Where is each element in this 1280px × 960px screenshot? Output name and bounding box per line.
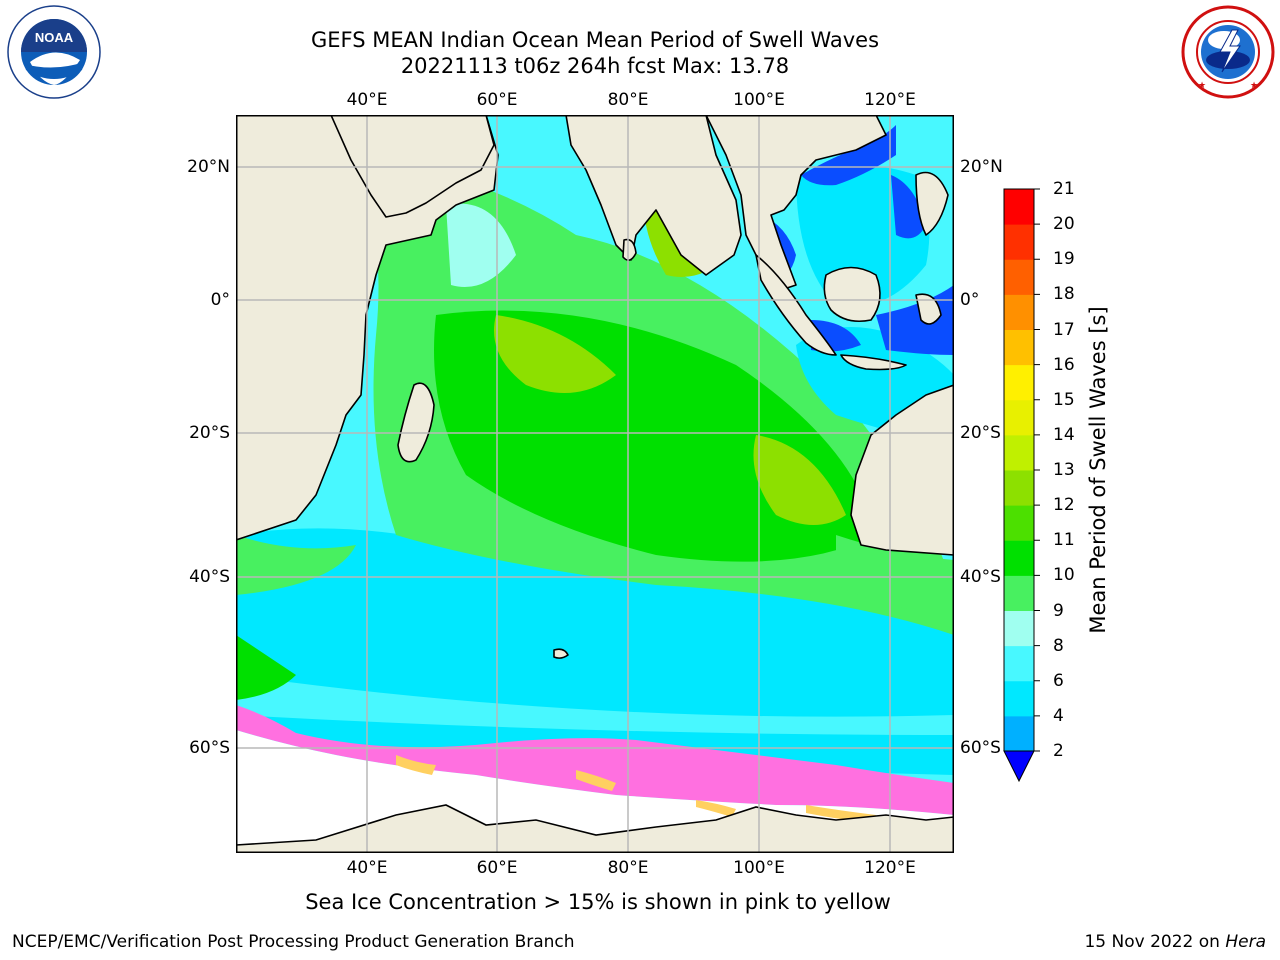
colorbar — [1003, 188, 1040, 783]
lon-tick-bottom: 100°E — [733, 858, 785, 878]
colorbar-bin — [1004, 610, 1034, 647]
sea-ice — [236, 705, 954, 853]
lon-tick-top: 40°E — [346, 90, 388, 110]
colorbar-bin — [1004, 294, 1034, 330]
lat-tick-left: 0° — [210, 290, 230, 310]
lat-tick-right: 0° — [960, 290, 980, 310]
colorbar-tick-label: 16 — [1053, 354, 1075, 375]
lat-tick-left: 20°N — [187, 157, 230, 177]
colorbar-bin — [1004, 434, 1034, 471]
colorbar-bin — [1004, 575, 1034, 611]
colorbar-bin — [1004, 259, 1034, 295]
lon-tick-bottom: 120°E — [864, 858, 916, 878]
colorbar-tick-label: 11 — [1053, 530, 1075, 551]
madagascar — [397, 382, 435, 463]
generation-date: 15 Nov 2022 on Hera — [1084, 932, 1266, 952]
lat-tick-right: 20°N — [960, 157, 1003, 177]
noaa-logo-text: NOAA — [35, 30, 74, 45]
india — [565, 115, 742, 276]
map-title: GEFS MEAN Indian Ocean Mean Period of Sw… — [310, 28, 880, 52]
lon-tick-top: 100°E — [733, 90, 785, 110]
sumatra — [755, 254, 837, 356]
lon-tick-bottom: 60°E — [476, 858, 518, 878]
lon-tick-top: 120°E — [864, 90, 916, 110]
lat-tick-right: 40°S — [960, 567, 1001, 587]
colorbar-bin — [1004, 224, 1034, 260]
colorbar-bin — [1004, 505, 1034, 541]
colorbar-tick-label: 2 — [1053, 741, 1064, 761]
lat-tick-right: 20°S — [960, 423, 1001, 443]
map-frame — [236, 115, 954, 853]
sri-lanka — [622, 238, 637, 261]
colorbar-tick-label: 9 — [1053, 600, 1064, 621]
colorbar-tick-label: 4 — [1053, 705, 1064, 726]
noaa-logo: NOAA — [7, 5, 101, 99]
colorbar-bin — [1004, 364, 1034, 401]
colorbar-tick-label: 18 — [1053, 284, 1075, 305]
lat-tick-right: 60°S — [960, 738, 1001, 758]
lon-tick-bottom: 80°E — [607, 858, 649, 878]
colorbar-tick-label: 10 — [1053, 565, 1075, 586]
colorbar-tick-label: 17 — [1053, 319, 1075, 340]
nws-logo: ★ ★ — [1181, 5, 1275, 99]
kerguelen — [553, 648, 569, 659]
colorbar-bin — [1004, 645, 1034, 682]
colorbar-tick-label: 20 — [1053, 214, 1075, 235]
svg-text:★: ★ — [1250, 81, 1258, 91]
colorbar-label: Mean Period of Swell Waves [s] — [1086, 306, 1110, 634]
machine-name: Hera — [1225, 932, 1266, 952]
colorbar-bin — [1004, 399, 1034, 436]
map-subtitle: 20221113 t06z 264h fcst Max: 13.78 — [400, 54, 790, 78]
southeast-asia — [705, 115, 887, 291]
sulawesi — [915, 293, 942, 325]
colorbar-tick-label: 12 — [1053, 495, 1075, 516]
lon-tick-top: 60°E — [476, 90, 518, 110]
lat-tick-left: 60°S — [189, 738, 230, 758]
colorbar-tick-label: 6 — [1053, 670, 1064, 691]
graticule — [236, 115, 954, 853]
colorbar-bin — [1004, 680, 1034, 717]
sea-ice-note: Sea Ice Concentration > 15% is shown in … — [305, 890, 891, 914]
philippines — [915, 171, 949, 236]
colorbar-bin — [1004, 715, 1034, 752]
colorbar-tick-label: 15 — [1053, 389, 1075, 410]
colorbar-extend-arrow — [1003, 750, 1035, 783]
colorbar-bin — [1004, 540, 1034, 576]
colorbar-tick-label: 14 — [1053, 424, 1075, 445]
arabia — [330, 115, 495, 218]
date-text: 15 Nov 2022 on — [1084, 932, 1226, 952]
colorbar-tick-label: 8 — [1053, 635, 1064, 656]
borneo — [823, 266, 881, 323]
svg-text:★: ★ — [1198, 81, 1206, 91]
colorbar-bin — [1004, 189, 1034, 225]
lat-tick-left: 40°S — [189, 567, 230, 587]
colorbar-bin — [1004, 470, 1034, 506]
lat-tick-left: 20°S — [189, 423, 230, 443]
colorbar-tick-label: 13 — [1053, 460, 1075, 480]
colorbar-tick-label: 19 — [1053, 249, 1075, 270]
colorbar-bin — [1004, 329, 1034, 366]
australia — [850, 384, 954, 556]
indian-ocean-map — [236, 115, 954, 853]
lon-tick-bottom: 40°E — [346, 858, 388, 878]
colorbar-tick-label: 21 — [1053, 179, 1075, 199]
credit-line: NCEP/EMC/Verification Post Processing Pr… — [12, 932, 575, 952]
lon-tick-top: 80°E — [607, 90, 649, 110]
